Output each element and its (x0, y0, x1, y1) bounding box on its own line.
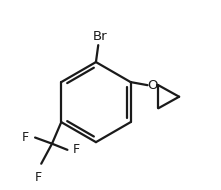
Text: F: F (73, 143, 80, 156)
Text: Br: Br (92, 30, 107, 43)
Text: F: F (22, 131, 29, 144)
Text: F: F (35, 171, 42, 184)
Text: O: O (147, 79, 157, 92)
